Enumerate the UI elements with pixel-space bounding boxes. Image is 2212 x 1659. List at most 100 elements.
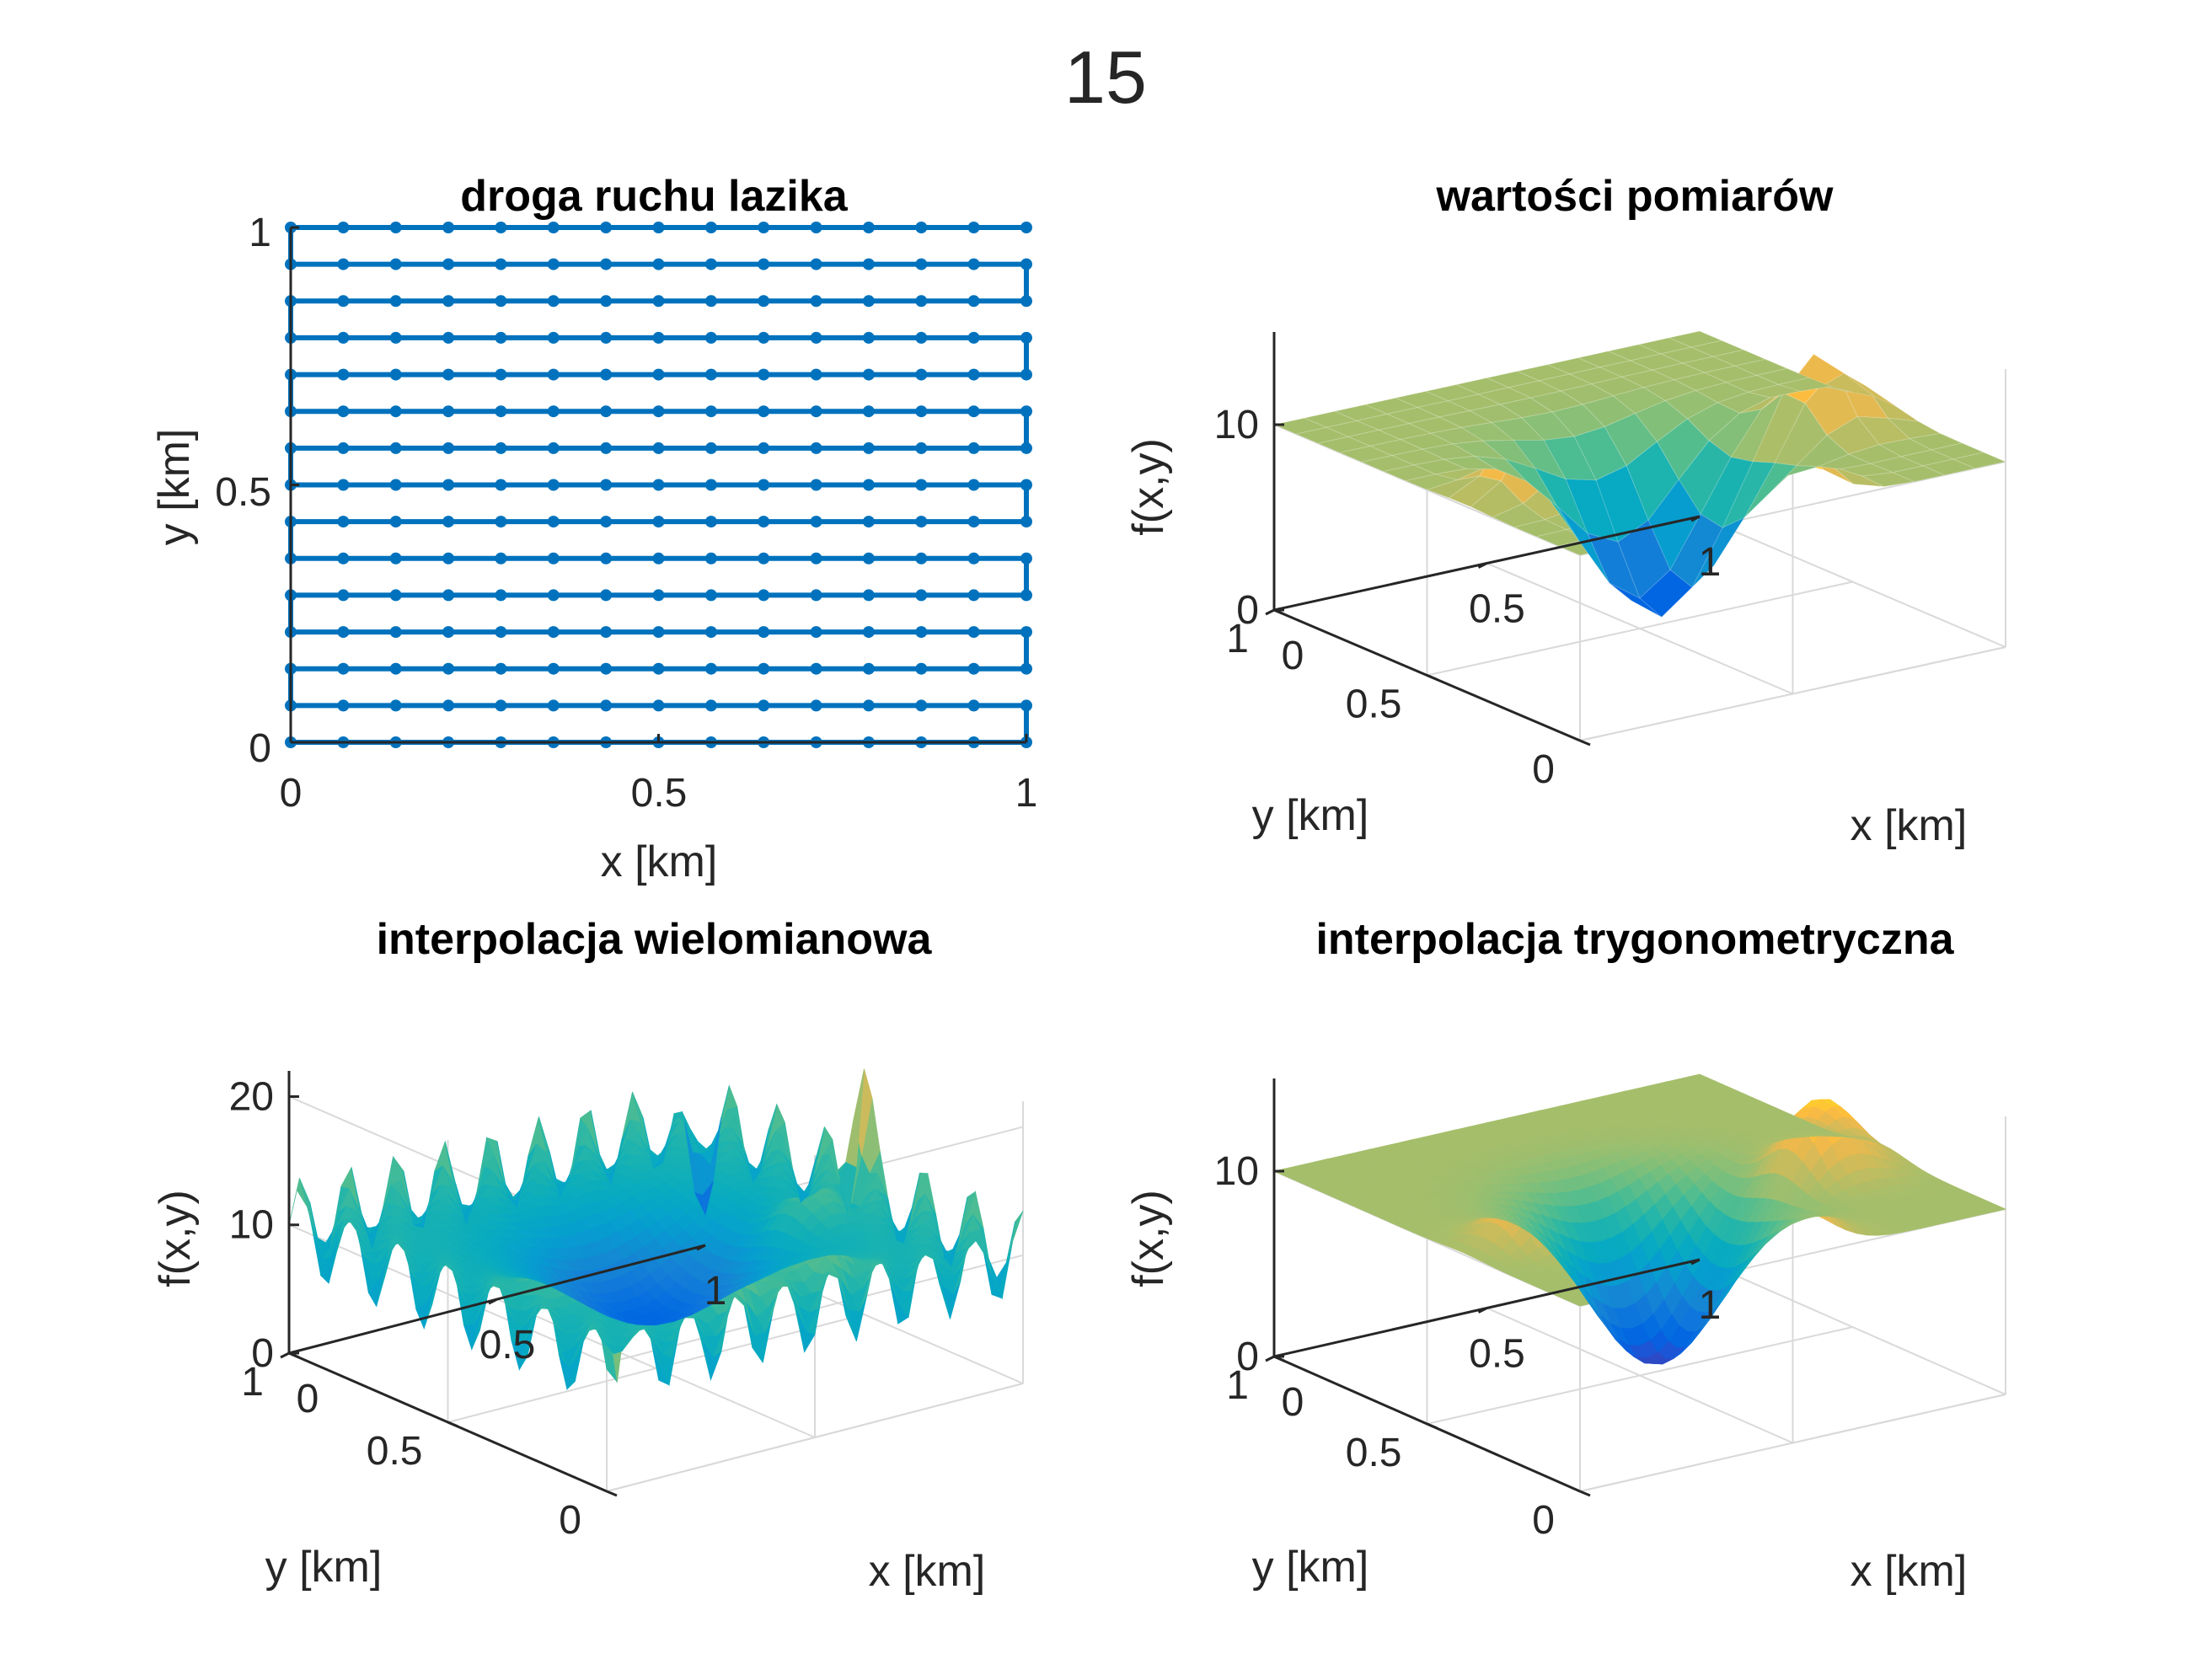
- rover-path-point: [862, 331, 875, 344]
- z-tick-label: 0: [251, 1331, 274, 1376]
- rover-path-point: [495, 368, 507, 381]
- surface-face: [1865, 385, 1919, 422]
- rover-path-point: [442, 405, 455, 418]
- y-axis-label: y [km]: [1252, 791, 1369, 840]
- z-tick-label: 20: [229, 1075, 274, 1120]
- rover-path-point: [337, 331, 350, 344]
- rover-path-point: [915, 626, 928, 639]
- surface-face: [1668, 330, 1723, 348]
- rover-path-point: [810, 442, 822, 454]
- x-tick-label: 0.5: [1469, 1332, 1525, 1377]
- rover-path-point: [1020, 589, 1032, 602]
- surface-face: [1821, 372, 1875, 398]
- rover-path-point: [600, 626, 613, 639]
- rover-path-point: [389, 331, 402, 344]
- surface: [288, 1068, 1024, 1391]
- rover-path-point: [915, 662, 928, 675]
- rover-path-point: [704, 662, 717, 675]
- rover-path-point: [547, 368, 560, 381]
- grid-line: [606, 1383, 1024, 1492]
- x-tick-label: 0: [1282, 634, 1304, 678]
- rover-path-point: [967, 662, 980, 675]
- rover-path-point: [337, 552, 350, 565]
- rover-x-tick-1: 1: [1015, 771, 1038, 816]
- rover-path-point: [915, 405, 928, 418]
- x-tick-label: 1: [704, 1269, 727, 1314]
- rover-path-point: [862, 552, 875, 565]
- rover-y-label: y [km]: [150, 429, 199, 546]
- x-tick-label: 0.5: [479, 1323, 536, 1367]
- rover-path-point: [495, 405, 507, 418]
- rover-path-point: [704, 368, 717, 381]
- rover-path-point: [389, 405, 402, 418]
- rover-path-point: [1020, 331, 1032, 344]
- z-axis-label: f(x,y): [151, 1190, 200, 1287]
- rover-path-point: [442, 368, 455, 381]
- rover-path-point: [967, 516, 980, 528]
- rover-path-point: [547, 552, 560, 565]
- y-tick-label: 0: [1532, 1498, 1555, 1543]
- rover-path-point: [495, 442, 507, 454]
- surface-face: [1886, 417, 1942, 440]
- rover-path-point: [1020, 516, 1032, 528]
- grid-line: [1427, 1326, 1853, 1425]
- rover-path-point: [915, 479, 928, 491]
- rover-path-point: [495, 295, 507, 308]
- x-axis-label: x [km]: [1850, 1547, 1968, 1596]
- rover-path-point: [967, 405, 980, 418]
- rover-path-point: [1020, 405, 1032, 418]
- grid-line: [1579, 1394, 2006, 1492]
- surface-face: [288, 1178, 308, 1225]
- rover-path-point: [862, 516, 875, 528]
- rover-path-point: [704, 405, 717, 418]
- x-tick-mark: [280, 1351, 290, 1359]
- rover-path-point: [758, 626, 770, 639]
- rover-path-point: [758, 295, 770, 308]
- grid-line: [288, 1223, 608, 1364]
- rover-path-point: [1020, 222, 1032, 233]
- rover-path-point: [810, 699, 822, 712]
- y-tick-mark: [1579, 1490, 1591, 1497]
- rover-path-point: [704, 516, 717, 528]
- rover-path-point: [389, 442, 402, 454]
- rover-path-point: [600, 258, 613, 270]
- rover-path-point: [337, 222, 350, 233]
- rover-path-point: [495, 222, 507, 233]
- rover-path-point: [967, 222, 980, 233]
- rover-path-point: [704, 626, 717, 639]
- x-tick-label: 0: [297, 1377, 319, 1421]
- rover-path-point: [758, 662, 770, 675]
- rover-path-point: [337, 368, 350, 381]
- rover-path-point: [337, 589, 350, 602]
- rover-path-point: [652, 626, 665, 639]
- y-tick-mark: [447, 1421, 459, 1428]
- rover-path-point: [337, 479, 350, 491]
- rover-path-point: [337, 662, 350, 675]
- rover-path-point: [600, 368, 613, 381]
- z-tick-label: 0: [1236, 1335, 1259, 1379]
- y-tick-mark: [606, 1490, 618, 1497]
- rover-path-point: [547, 295, 560, 308]
- grid-line: [1699, 516, 2006, 648]
- y-tick-mark: [1426, 674, 1438, 681]
- rover-path-point: [1020, 552, 1032, 565]
- rover-path-point: [704, 589, 717, 602]
- rover-path-point: [600, 699, 613, 712]
- x-tick-mark: [696, 1244, 706, 1251]
- rover-path-point: [495, 699, 507, 712]
- rover-x-tick-0: 0: [280, 771, 303, 816]
- rover-path-point: [600, 331, 613, 344]
- rover-y-tick-05: 0.5: [215, 470, 271, 515]
- rover-path-point: [389, 699, 402, 712]
- rover-path-point: [758, 516, 770, 528]
- measurements-title: wartości pomiarów: [1436, 172, 1834, 221]
- rover-path-point: [442, 479, 455, 491]
- rover-path-point: [967, 258, 980, 270]
- rover-path-point: [758, 331, 770, 344]
- surface-face: [694, 1180, 714, 1216]
- rover-path-point: [810, 222, 822, 233]
- rover-path-point: [915, 368, 928, 381]
- rover-path-point: [442, 295, 455, 308]
- rover-path-point: [652, 662, 665, 675]
- rover-path-point: [967, 589, 980, 602]
